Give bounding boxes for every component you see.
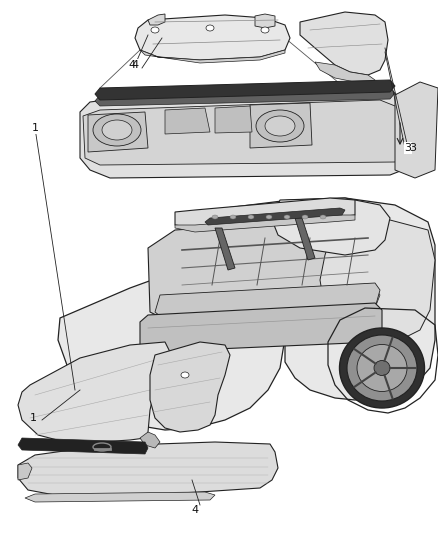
Ellipse shape [374, 360, 390, 376]
Polygon shape [215, 228, 235, 270]
Polygon shape [315, 62, 375, 85]
Polygon shape [215, 106, 252, 133]
Polygon shape [295, 218, 315, 260]
Ellipse shape [339, 328, 424, 408]
Polygon shape [165, 108, 210, 134]
Polygon shape [18, 342, 170, 442]
Ellipse shape [181, 372, 189, 378]
Polygon shape [155, 283, 380, 320]
Polygon shape [95, 80, 395, 100]
Text: 4: 4 [191, 505, 198, 515]
Polygon shape [140, 432, 160, 448]
Polygon shape [320, 220, 435, 340]
Text: 4: 4 [128, 60, 136, 70]
Polygon shape [395, 82, 438, 178]
Polygon shape [95, 88, 395, 106]
Polygon shape [80, 90, 415, 178]
Polygon shape [175, 215, 355, 232]
Polygon shape [300, 12, 388, 75]
Ellipse shape [93, 114, 141, 146]
Ellipse shape [261, 27, 269, 33]
Ellipse shape [347, 335, 417, 401]
Polygon shape [83, 100, 402, 165]
Polygon shape [58, 260, 285, 430]
Ellipse shape [151, 27, 159, 33]
Ellipse shape [230, 215, 236, 219]
Text: 3: 3 [405, 143, 411, 153]
Polygon shape [205, 198, 435, 400]
Polygon shape [175, 198, 355, 228]
Ellipse shape [206, 25, 214, 31]
Polygon shape [148, 14, 165, 25]
Ellipse shape [357, 344, 407, 392]
Ellipse shape [256, 110, 304, 142]
Text: 4: 4 [131, 60, 138, 70]
Ellipse shape [212, 215, 218, 219]
Polygon shape [272, 198, 390, 255]
Text: 3: 3 [410, 143, 417, 153]
Ellipse shape [284, 215, 290, 219]
Ellipse shape [302, 215, 308, 219]
Polygon shape [88, 112, 148, 152]
Ellipse shape [102, 120, 132, 140]
Polygon shape [140, 303, 382, 352]
Polygon shape [150, 342, 230, 432]
Polygon shape [135, 15, 290, 60]
Ellipse shape [248, 215, 254, 219]
Polygon shape [18, 438, 148, 454]
Polygon shape [18, 442, 278, 496]
Polygon shape [255, 14, 275, 28]
Polygon shape [250, 103, 312, 148]
Polygon shape [205, 208, 345, 225]
Text: 1: 1 [32, 123, 39, 133]
Polygon shape [140, 50, 285, 63]
Polygon shape [165, 288, 380, 320]
Polygon shape [25, 492, 215, 502]
Text: 1: 1 [29, 413, 36, 423]
Ellipse shape [265, 116, 295, 136]
Ellipse shape [320, 215, 326, 219]
Polygon shape [18, 463, 32, 480]
Ellipse shape [266, 215, 272, 219]
Polygon shape [148, 218, 382, 322]
